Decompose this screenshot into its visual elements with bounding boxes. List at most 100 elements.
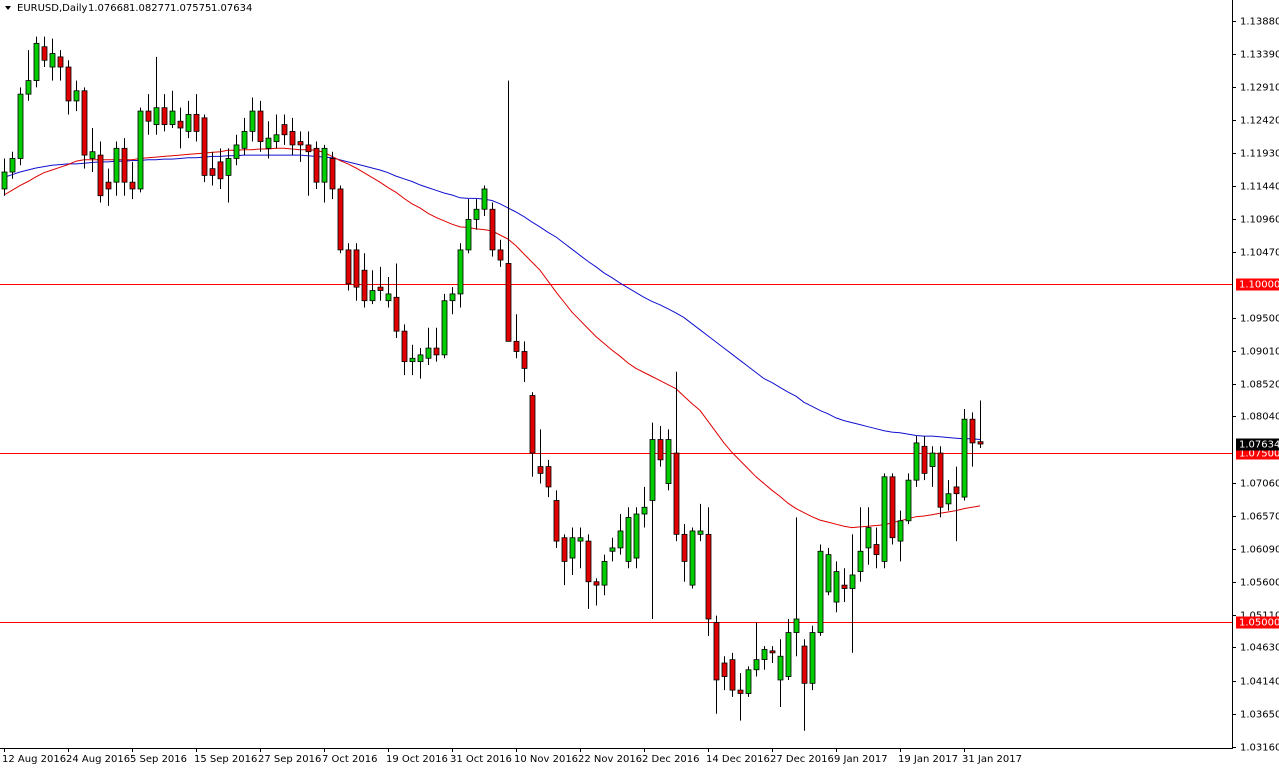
y-tick-label: 1.05600 — [1240, 578, 1279, 589]
candle-body — [537, 466, 544, 474]
candle-body — [105, 181, 112, 190]
candle-body — [257, 110, 264, 142]
header-low: 1.07575 — [170, 3, 211, 14]
y-tick-label: 1.08040 — [1240, 412, 1279, 423]
y-tick-label: 1.11930 — [1240, 149, 1279, 160]
candle-body — [401, 330, 408, 363]
candle-body — [393, 296, 400, 332]
header-close: 1.07634 — [211, 3, 252, 14]
candle-body — [145, 110, 152, 122]
candle-body — [721, 662, 728, 677]
candle-body — [201, 117, 208, 176]
candle-body — [377, 286, 384, 291]
candle-body — [313, 147, 320, 183]
candle-body — [841, 584, 848, 589]
y-tick-label: 1.11440 — [1240, 182, 1279, 193]
candle-body — [577, 537, 584, 542]
candle-body — [225, 158, 232, 176]
candle-body — [905, 479, 912, 522]
candle-body — [601, 561, 608, 586]
candle-body — [857, 550, 864, 572]
candle-body — [873, 544, 880, 556]
candle-body — [585, 540, 592, 583]
candle-body — [489, 208, 496, 251]
moving-average — [3, 154, 981, 440]
y-tick-label: 1.12910 — [1240, 83, 1279, 94]
candle-body — [33, 42, 40, 81]
candle-body — [545, 466, 552, 488]
menu-triangle[interactable] — [5, 6, 11, 10]
candle-body — [665, 439, 672, 484]
level-label: 1.10000 — [1239, 280, 1279, 291]
candle-body — [609, 547, 616, 552]
candle-body — [625, 517, 632, 562]
candle-body — [729, 659, 736, 691]
candle-body — [553, 500, 560, 542]
level-label: 1.05000 — [1239, 618, 1279, 629]
y-tick-label: 1.08520 — [1240, 380, 1279, 391]
y-tick-label: 1.12420 — [1240, 116, 1279, 127]
candle-body — [921, 445, 928, 474]
candle-body — [113, 147, 120, 183]
candle-body — [41, 46, 48, 61]
y-tick-label: 1.03650 — [1240, 710, 1279, 721]
candle-body — [521, 351, 528, 369]
candle-body — [81, 90, 88, 156]
candle-body — [137, 110, 144, 190]
candle-body — [961, 418, 968, 498]
x-tick-label: 19 Jan 2017 — [898, 754, 958, 765]
candle-body — [57, 56, 64, 68]
header-open: 1.07668 — [88, 3, 129, 14]
candle-body — [737, 689, 744, 694]
y-tick-label: 1.07060 — [1240, 479, 1279, 490]
level-tag — [1236, 278, 1279, 291]
candle-body — [457, 249, 464, 295]
x-tick-label: 27 Dec 2016 — [770, 754, 834, 765]
x-tick-label: 7 Oct 2016 — [322, 754, 377, 765]
candle-body — [233, 144, 240, 159]
candle-body — [713, 621, 720, 681]
x-tick-label: 14 Dec 2016 — [706, 754, 770, 765]
candle-body — [217, 161, 224, 180]
candle-body — [793, 618, 800, 633]
x-tick-label: 10 Nov 2016 — [514, 754, 578, 765]
current-price-tag — [1236, 438, 1279, 451]
candle-body — [785, 632, 792, 677]
candle-body — [345, 249, 352, 285]
candle-body — [945, 493, 952, 505]
candle-body — [681, 533, 688, 562]
candle-body — [513, 340, 520, 352]
y-tick-label: 1.09010 — [1240, 347, 1279, 358]
candle-body — [353, 249, 360, 288]
y-tick-label: 1.10470 — [1240, 248, 1279, 259]
candle-body — [633, 513, 640, 559]
candle-body — [473, 208, 480, 220]
level-label: 1.07500 — [1239, 449, 1279, 460]
candle-body — [121, 147, 128, 183]
level-tag — [1236, 616, 1279, 629]
x-tick-label: 2 Dec 2016 — [642, 754, 700, 765]
candle-body — [97, 154, 104, 197]
symbol-title: EURUSD,Daily — [17, 3, 88, 14]
candle-body — [561, 537, 568, 562]
candle-body — [209, 168, 216, 176]
candle-body — [17, 93, 24, 159]
x-tick-label: 5 Sep 2016 — [130, 754, 187, 765]
candle-body — [273, 134, 280, 142]
x-tick-label: 12 Aug 2016 — [2, 754, 66, 765]
y-tick-label: 1.10960 — [1240, 215, 1279, 226]
candle-body — [881, 476, 888, 562]
candle-body — [969, 418, 976, 444]
candle-body — [73, 90, 80, 102]
candle-body — [801, 645, 808, 684]
candle-body — [849, 574, 856, 589]
candle-body — [617, 530, 624, 549]
x-tick-label: 22 Nov 2016 — [578, 754, 642, 765]
candle-body — [505, 263, 512, 342]
candle-body — [9, 158, 16, 173]
plot-area — [0, 36, 1232, 731]
candle-body — [753, 659, 760, 671]
y-tick-label: 1.09500 — [1240, 314, 1279, 325]
candle-body — [825, 554, 832, 593]
